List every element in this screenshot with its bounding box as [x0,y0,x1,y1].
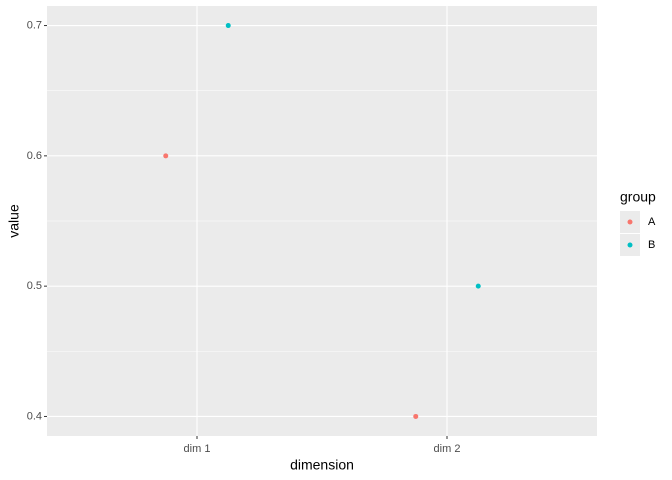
legend-symbol [627,219,633,225]
y-axis-title: value [6,204,22,238]
marks [163,23,481,419]
y-tick-label: 0.5 [27,280,42,292]
grid [47,6,597,436]
legend-label: B [648,239,655,251]
x-axis-title: dimension [290,457,354,473]
x-tick-label: dim 1 [184,443,211,455]
legend-title: group [620,189,656,205]
y-tick-label: 0.4 [27,410,42,422]
point [413,413,419,419]
legend-symbol [627,242,633,248]
legend-label: A [648,216,656,228]
y-tick-label: 0.7 [27,19,42,31]
y-tick-label: 0.6 [27,150,42,162]
x-tick-label: dim 2 [434,443,461,455]
point [475,283,481,289]
point [225,23,231,29]
point [163,153,169,159]
